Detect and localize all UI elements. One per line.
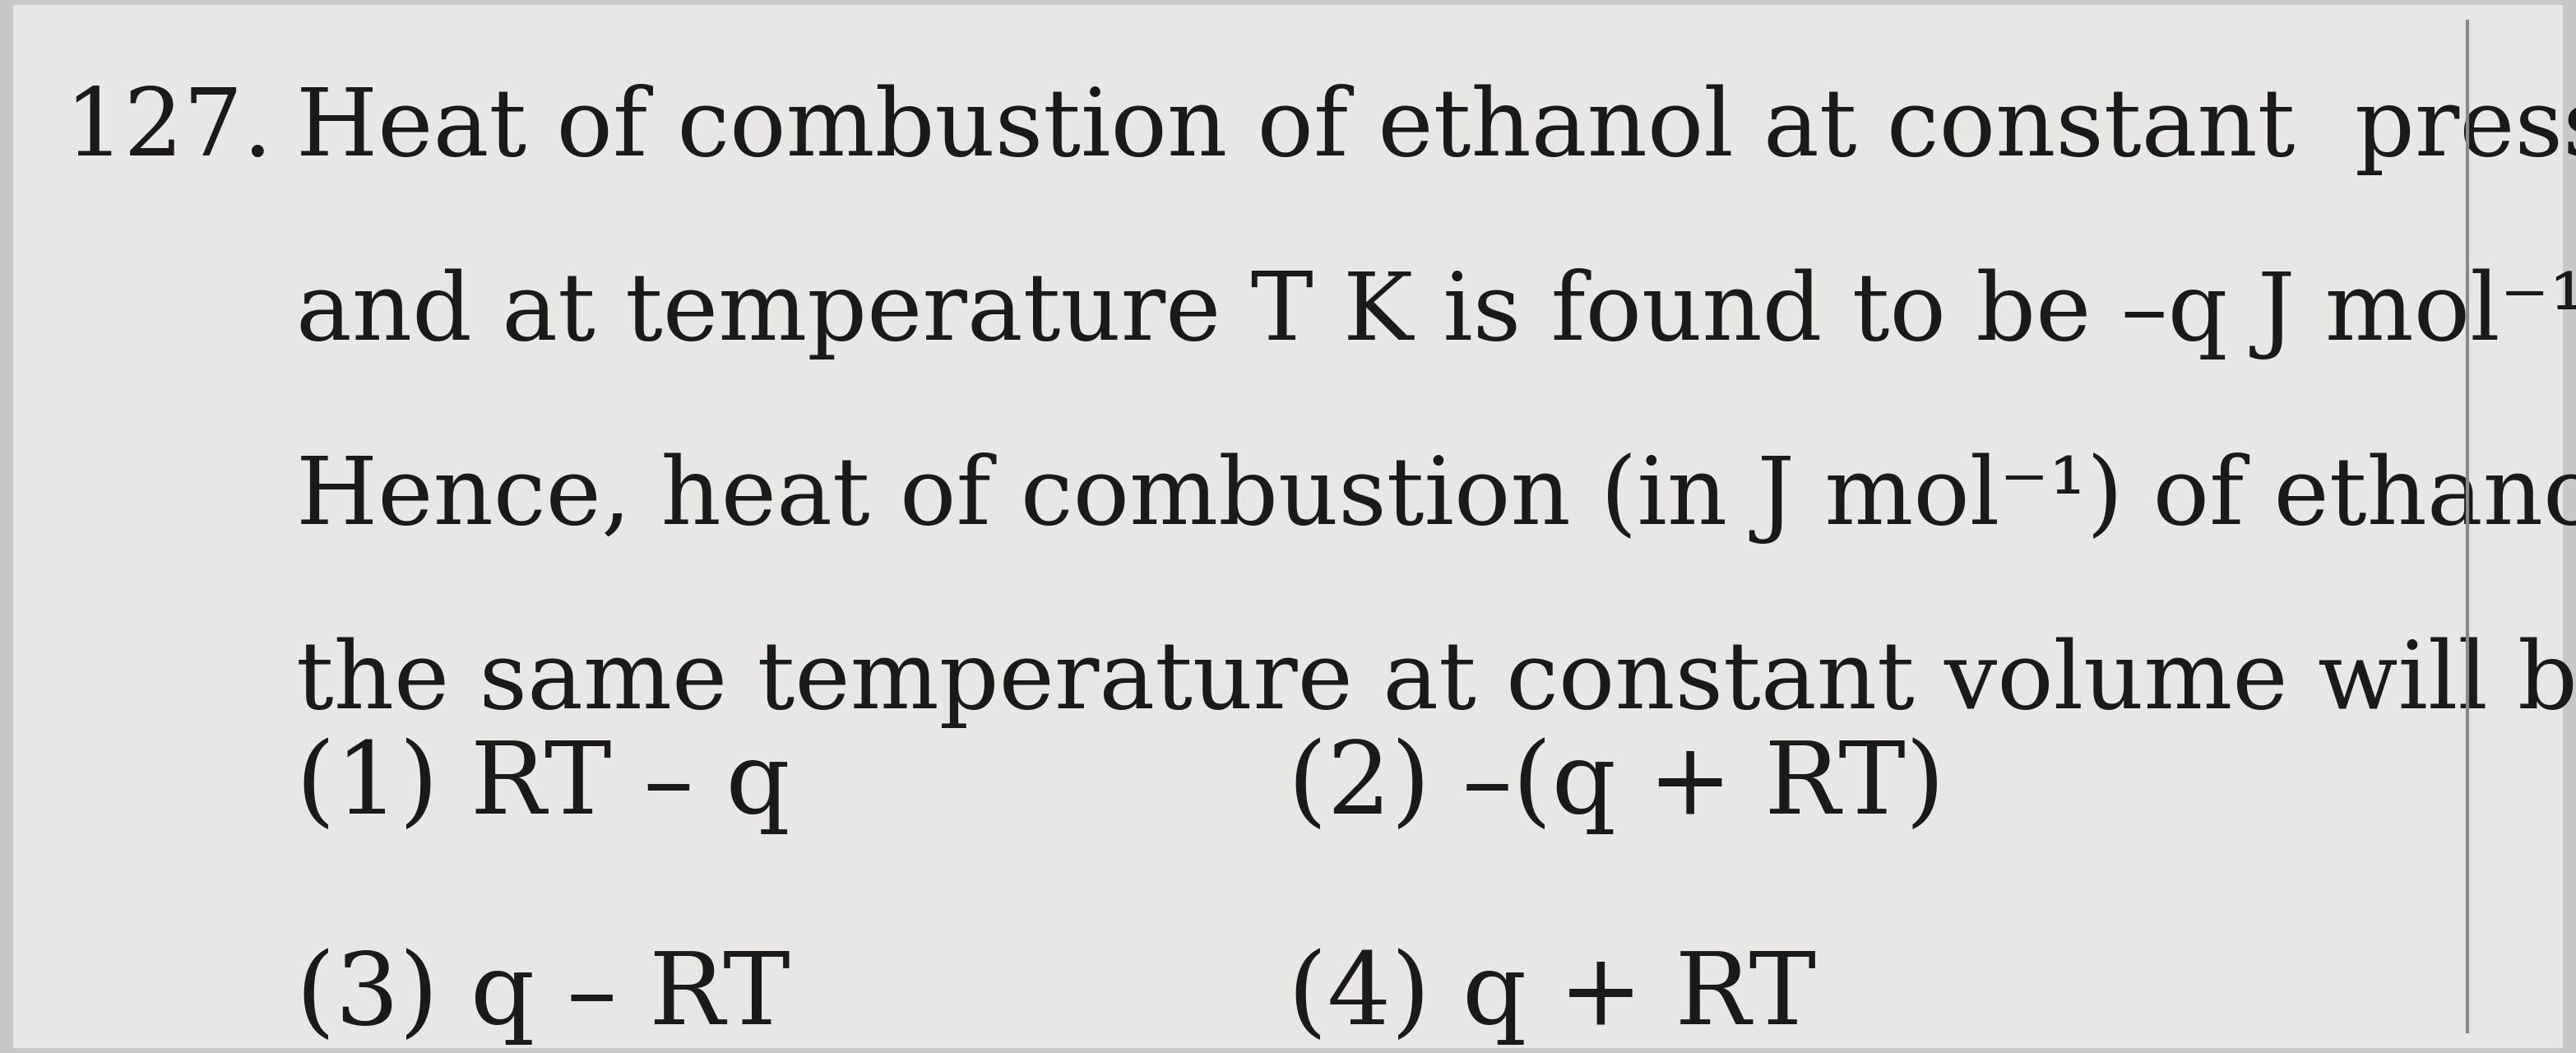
Text: Hence, heat of combustion (in J mol⁻¹) of ethanol at: Hence, heat of combustion (in J mol⁻¹) o… (296, 453, 2576, 544)
Text: (2) –(q + RT): (2) –(q + RT) (1288, 737, 1945, 834)
Text: Heat of combustion of ethanol at constant  pressure: Heat of combustion of ethanol at constan… (296, 84, 2576, 176)
Text: (1) RT – q: (1) RT – q (296, 737, 791, 834)
Text: (3) q – RT: (3) q – RT (296, 948, 791, 1045)
Text: 127.: 127. (64, 84, 273, 175)
FancyBboxPatch shape (13, 5, 2563, 1048)
Text: (4) q + RT: (4) q + RT (1288, 948, 1816, 1045)
Text: the same temperature at constant volume will be :: the same temperature at constant volume … (296, 637, 2576, 728)
Text: and at temperature T K is found to be –q J mol⁻¹.: and at temperature T K is found to be –q… (296, 269, 2576, 360)
